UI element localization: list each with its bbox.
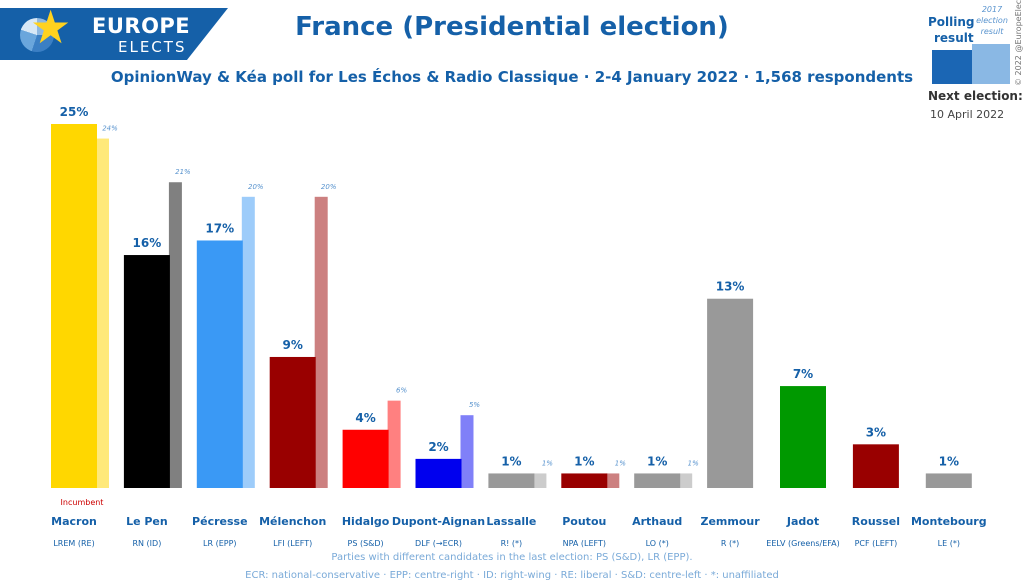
bar-poll xyxy=(415,458,462,488)
bar-2017-label: 5% xyxy=(469,401,480,409)
legend-polling-label-line2: result xyxy=(934,31,974,45)
party-label: DLF (→ECR) xyxy=(415,539,462,548)
legend-polling-label-line1: Polling xyxy=(928,15,975,29)
legend-2017-label: 2017 election result xyxy=(974,4,1010,37)
logo-text-elects: ELECTS xyxy=(118,38,187,56)
bar-2017-label: 6% xyxy=(396,387,407,395)
europe-elects-logo: ★ EUROPE ELECTS xyxy=(0,8,228,60)
party-label: LR (EPP) xyxy=(203,539,237,548)
candidate-name: Mélenchon xyxy=(259,515,326,528)
bar-poll-label: 1% xyxy=(574,454,594,468)
bar-poll-label: 13% xyxy=(716,280,745,294)
party-label: RN (ID) xyxy=(132,539,161,548)
bar-2017-label: 20% xyxy=(321,183,337,191)
bar-2017 xyxy=(533,473,547,488)
bar-poll xyxy=(561,473,608,488)
party-label: R! (*) xyxy=(501,539,523,548)
party-label: R (*) xyxy=(721,539,739,548)
logo-text-europe: EUROPE xyxy=(92,14,191,38)
party-label: PS (S&D) xyxy=(348,539,384,548)
bar-poll xyxy=(634,473,681,488)
bar-2017 xyxy=(387,400,401,488)
chart-title: France (Presidential election) xyxy=(295,12,729,42)
legend-polling-swatch xyxy=(932,50,972,84)
bar-2017 xyxy=(96,138,109,488)
bar-2017-label: 24% xyxy=(102,125,118,133)
candidate-name: Lassalle xyxy=(486,515,536,528)
candidate-name: Roussel xyxy=(852,515,900,528)
candidate-name: Macron xyxy=(51,515,97,528)
candidate-name: Jadot xyxy=(786,515,819,528)
bar-poll-label: 25% xyxy=(60,105,89,119)
candidate-name: Arthaud xyxy=(632,515,682,528)
party-label: NPA (LEFT) xyxy=(563,539,606,548)
bar-poll xyxy=(707,298,754,488)
bar-2017-label: 21% xyxy=(175,168,191,176)
bar-2017 xyxy=(314,196,328,489)
bar-poll-label: 7% xyxy=(793,367,813,381)
globe-icon xyxy=(20,18,54,52)
bar-poll xyxy=(852,444,899,488)
footnote-candidates: Parties with different candidates in the… xyxy=(331,552,693,563)
bar-poll-label: 16% xyxy=(133,236,162,250)
bar-poll-label: 1% xyxy=(501,454,521,468)
bar-2017-label: 1% xyxy=(615,459,626,467)
bar-2017 xyxy=(606,473,620,488)
candidate-name: Dupont-Aignan xyxy=(392,515,485,528)
bar-2017 xyxy=(241,196,255,489)
party-label: LFI (LEFT) xyxy=(273,539,312,548)
bar-2017-label: 1% xyxy=(542,459,553,467)
candidate-name: Hidalgo xyxy=(342,515,390,528)
bar-poll xyxy=(196,240,243,488)
bar-poll-label: 17% xyxy=(205,221,234,235)
bar-poll xyxy=(488,473,535,488)
party-label: PCF (LEFT) xyxy=(855,539,898,548)
party-label: LO (*) xyxy=(646,539,669,548)
candidate-name: Zemmour xyxy=(701,515,761,528)
bar-poll-label: 2% xyxy=(428,440,448,454)
bar-poll xyxy=(51,124,97,488)
next-election-label: Next election: xyxy=(928,89,1023,103)
footnote-groups: ECR: national-conservative · EPP: centre… xyxy=(245,570,779,581)
candidate-name: Montebourg xyxy=(911,515,987,528)
legend-2017-label-line2: election xyxy=(976,16,1008,25)
star-icon: ★ xyxy=(30,0,72,54)
bar-poll xyxy=(780,386,826,488)
bar-poll-label: 1% xyxy=(647,454,667,468)
legend-2017-label-line3: result xyxy=(980,27,1004,36)
legend-2017-swatch xyxy=(972,44,1010,84)
bar-2017-label: 20% xyxy=(248,183,264,191)
bar-poll-label: 9% xyxy=(283,338,303,352)
candidate-name: Pécresse xyxy=(192,515,247,528)
bar-2017-label: 1% xyxy=(688,459,699,467)
incumbent-label: Incumbent xyxy=(61,498,104,507)
next-election-date: 10 April 2022 xyxy=(930,108,1005,121)
bar-poll xyxy=(123,255,170,488)
legend-2017-label-line1: 2017 xyxy=(981,5,1003,14)
candidate-name: Poutou xyxy=(562,515,606,528)
party-label: LREM (RE) xyxy=(53,539,94,548)
bar-poll-label: 4% xyxy=(355,411,375,425)
party-label: LE (*) xyxy=(938,539,960,548)
candidate-name: Le Pen xyxy=(126,515,168,528)
bar-poll xyxy=(269,356,316,488)
legend-polling-label: Polling result xyxy=(928,14,975,46)
bar-2017 xyxy=(460,415,474,488)
bar-poll xyxy=(925,473,972,488)
bar-2017 xyxy=(679,473,693,488)
bar-poll-label: 1% xyxy=(939,454,959,468)
bar-2017 xyxy=(168,182,182,489)
bar-poll-label: 3% xyxy=(866,425,886,439)
bar-poll xyxy=(342,429,389,488)
party-label: EELV (Greens/EFA) xyxy=(766,539,839,548)
chart-subtitle: OpinionWay & Kéa poll for Les Échos & Ra… xyxy=(110,68,914,86)
